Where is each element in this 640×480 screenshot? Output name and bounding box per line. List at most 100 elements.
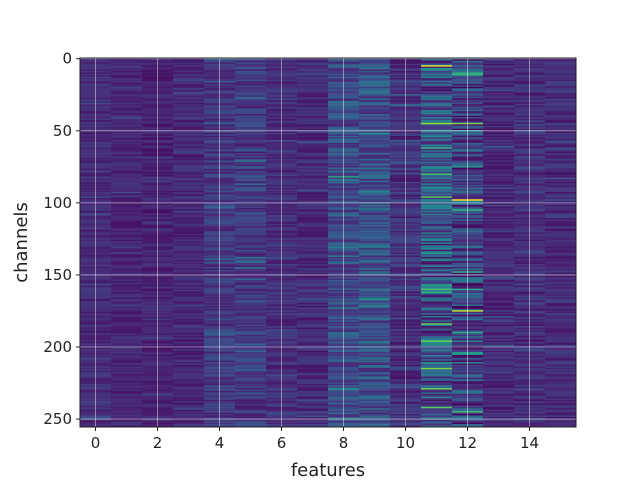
heatmap-cell bbox=[483, 241, 515, 243]
heatmap-cell bbox=[235, 81, 267, 83]
heatmap-cell bbox=[545, 193, 577, 196]
heatmap-cell bbox=[111, 401, 143, 403]
heatmap-cell bbox=[173, 73, 205, 76]
heatmap-cell bbox=[359, 421, 391, 423]
heatmap-cell bbox=[483, 277, 515, 279]
heatmap-cell bbox=[297, 349, 329, 351]
heatmap-cell bbox=[111, 190, 143, 193]
heatmap-cell bbox=[545, 243, 577, 246]
heatmap-cell bbox=[111, 298, 143, 301]
x-tick-label: 8 bbox=[339, 434, 349, 452]
heatmap-cell bbox=[421, 267, 453, 269]
heatmap-cell bbox=[111, 220, 143, 223]
heatmap-cell bbox=[111, 236, 143, 239]
heatmap-cell bbox=[483, 59, 515, 62]
heatmap-cell bbox=[111, 416, 143, 419]
heatmap-cell bbox=[421, 115, 453, 118]
heatmap-cell bbox=[421, 415, 453, 418]
heatmap-cell bbox=[111, 127, 143, 129]
heatmap-cell bbox=[297, 406, 329, 409]
heatmap-cell bbox=[421, 385, 453, 387]
heatmap-cell bbox=[483, 314, 515, 317]
heatmap-cell bbox=[421, 89, 453, 92]
heatmap-cell bbox=[359, 167, 391, 170]
heatmap-cell bbox=[297, 199, 329, 201]
heatmap-cell bbox=[421, 389, 453, 392]
heatmap-cell bbox=[421, 179, 453, 181]
heatmap-cell bbox=[483, 386, 515, 389]
heatmap-cell bbox=[235, 212, 267, 214]
heatmap-cell bbox=[421, 402, 453, 405]
heatmap-cell bbox=[297, 352, 329, 354]
heatmap-cell bbox=[421, 160, 453, 163]
heatmap-cell bbox=[483, 389, 515, 392]
heatmap-cell bbox=[359, 376, 391, 379]
heatmap-cell bbox=[545, 177, 577, 180]
heatmap-cell bbox=[235, 174, 267, 177]
heatmap-cell bbox=[297, 294, 329, 297]
heatmap-cell bbox=[483, 137, 515, 140]
heatmap-cell bbox=[359, 359, 391, 361]
heatmap-cell bbox=[359, 365, 391, 367]
heatmap-cell bbox=[359, 393, 391, 396]
heatmap-cell bbox=[359, 199, 391, 201]
heatmap-cell bbox=[173, 60, 205, 63]
heatmap-cell bbox=[173, 314, 205, 317]
heatmap-cell bbox=[297, 119, 329, 122]
heatmap-cell bbox=[421, 377, 453, 380]
heatmap-cell bbox=[421, 207, 453, 210]
heatmap-cell bbox=[483, 118, 515, 121]
heatmap-cell bbox=[483, 347, 515, 350]
heatmap-cell bbox=[545, 295, 577, 298]
heatmap-cell bbox=[483, 108, 515, 111]
heatmap-cell bbox=[359, 111, 391, 114]
heatmap-cell bbox=[545, 238, 577, 240]
heatmap-cell bbox=[111, 314, 143, 317]
heatmap-cell bbox=[545, 353, 577, 356]
heatmap-cell bbox=[359, 233, 391, 236]
heatmap-cell bbox=[235, 217, 267, 220]
heatmap-cell bbox=[111, 102, 143, 105]
heatmap-cell bbox=[297, 181, 329, 184]
heatmap-cell bbox=[235, 88, 267, 91]
heatmap-cell bbox=[545, 245, 577, 248]
heatmap-cell bbox=[545, 210, 577, 213]
heatmap-cell bbox=[173, 275, 205, 278]
heatmap-cell bbox=[483, 154, 515, 157]
heatmap-cell bbox=[359, 228, 391, 230]
heatmap-cell bbox=[111, 327, 143, 330]
heatmap-cell bbox=[483, 72, 515, 75]
heatmap-cell bbox=[483, 109, 515, 112]
heatmap-cell bbox=[483, 233, 515, 236]
heatmap-cell bbox=[545, 424, 577, 426]
heatmap-cell bbox=[359, 219, 391, 222]
heatmap-cell bbox=[421, 96, 453, 99]
heatmap-cell bbox=[483, 419, 515, 422]
heatmap-cell bbox=[545, 373, 577, 376]
heatmap-cell bbox=[483, 269, 515, 272]
heatmap-cell bbox=[359, 425, 391, 428]
x-tick-label: 12 bbox=[458, 434, 477, 452]
heatmap-cell bbox=[483, 217, 515, 220]
heatmap-cell bbox=[483, 392, 515, 395]
heatmap-cell bbox=[173, 316, 205, 318]
heatmap-cell bbox=[111, 229, 143, 232]
heatmap-cell bbox=[173, 164, 205, 167]
heatmap-cell bbox=[173, 222, 205, 225]
heatmap-cell bbox=[297, 304, 329, 307]
heatmap-cell bbox=[173, 395, 205, 398]
heatmap-cell bbox=[483, 396, 515, 399]
heatmap-cell bbox=[235, 297, 267, 300]
heatmap-cell bbox=[483, 288, 515, 291]
heatmap-cell bbox=[421, 190, 453, 193]
heatmap-cell bbox=[235, 122, 267, 125]
heatmap-cell bbox=[359, 190, 391, 193]
heatmap-cell bbox=[545, 107, 577, 109]
heatmap-cell bbox=[359, 279, 391, 282]
heatmap-cell bbox=[483, 359, 515, 361]
heatmap-cell bbox=[173, 246, 205, 249]
heatmap-cell bbox=[359, 157, 391, 160]
heatmap-cell bbox=[421, 390, 453, 393]
heatmap-cell bbox=[235, 336, 267, 338]
heatmap-cell bbox=[297, 91, 329, 93]
